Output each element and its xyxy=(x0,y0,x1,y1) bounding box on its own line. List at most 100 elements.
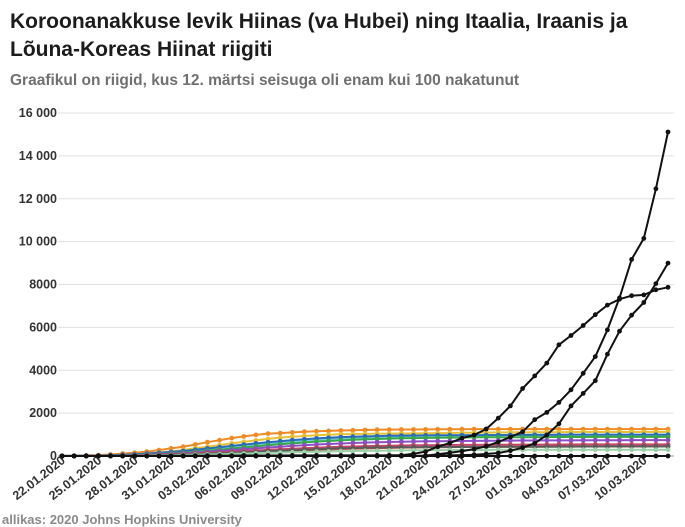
series-14-point xyxy=(471,432,477,438)
series-13-point xyxy=(665,260,671,266)
series-14-point xyxy=(253,453,259,458)
series-10-point xyxy=(556,447,562,453)
series-10-point xyxy=(386,448,392,453)
series-13-point xyxy=(544,432,550,438)
chart-subtitle: Graafikul on riigid, kus 12. märtsi seis… xyxy=(10,72,520,89)
series-11-point xyxy=(653,453,659,459)
series-1-point xyxy=(265,431,271,436)
series-10-point xyxy=(568,447,574,453)
series-14-point xyxy=(96,453,101,459)
series-11-point xyxy=(629,453,634,459)
y-tick-label: 8000 xyxy=(29,278,57,292)
series-11-point xyxy=(532,453,538,459)
series-14-point xyxy=(411,451,416,457)
series-5-point xyxy=(447,435,453,440)
series-14-point xyxy=(532,373,538,379)
series-1-point xyxy=(277,430,283,436)
series-10-point xyxy=(435,447,441,453)
series-1-point xyxy=(495,426,501,432)
series-1-point xyxy=(411,427,416,432)
series-5-point xyxy=(532,434,538,440)
series-14-point xyxy=(229,453,235,458)
series-2-point xyxy=(265,436,271,442)
series-4-point xyxy=(338,434,344,440)
series-6-point xyxy=(374,439,380,445)
series-14-point xyxy=(132,453,138,459)
series-12-point xyxy=(665,129,671,135)
series-12-point xyxy=(556,400,562,405)
series-1-point xyxy=(314,428,319,434)
series-14-point xyxy=(302,453,307,458)
series-13-point xyxy=(641,300,647,305)
series-13-point xyxy=(447,453,453,458)
series-11-point xyxy=(641,453,647,459)
series-6-point xyxy=(399,439,404,445)
series-1-point xyxy=(447,426,453,432)
series-6-point xyxy=(471,438,477,444)
series-6-point xyxy=(605,437,610,443)
y-tick-label: 16 000 xyxy=(19,106,57,120)
series-1-point xyxy=(423,427,428,432)
series-14-point xyxy=(265,453,271,458)
series-9-point xyxy=(653,444,659,449)
series-14-point xyxy=(592,312,598,318)
series-10-point xyxy=(580,447,586,453)
series-12-point xyxy=(495,439,501,445)
series-14-point xyxy=(338,453,344,458)
series-14-point xyxy=(386,452,392,458)
series-14-point xyxy=(108,453,113,459)
series-14-point xyxy=(483,426,489,432)
series-6-point xyxy=(617,437,622,443)
series-10-point xyxy=(592,447,598,453)
series-10-point xyxy=(362,448,368,454)
series-12-point xyxy=(471,446,477,452)
series-10-point xyxy=(374,448,380,454)
series-11-point xyxy=(520,453,525,459)
series-13-point xyxy=(435,453,441,458)
series-1-point xyxy=(326,428,331,434)
series-1-point xyxy=(229,435,235,441)
chart-title: Koroonanakkuse levik Hiinas (va Hubei) n… xyxy=(10,10,628,61)
series-10-point xyxy=(617,447,622,453)
series-14-point xyxy=(362,453,368,458)
series-1-point xyxy=(289,430,295,435)
series-11-point xyxy=(508,453,513,459)
series-11-point xyxy=(580,453,586,459)
series-1-point xyxy=(399,427,404,432)
series-14-point xyxy=(617,296,622,302)
series-14-point xyxy=(423,449,428,454)
series-10-point xyxy=(605,447,610,453)
series-14-point xyxy=(653,287,659,293)
series-14-point xyxy=(447,440,453,446)
series-5-point xyxy=(423,435,428,441)
series-14-point xyxy=(495,415,501,421)
series-1-point xyxy=(217,437,223,443)
series-14-point xyxy=(605,302,610,308)
series-13-point xyxy=(471,452,477,458)
series-13-point xyxy=(423,453,428,459)
series-11-point xyxy=(556,453,562,459)
series-6-point xyxy=(508,438,513,443)
series-12-point xyxy=(544,410,550,415)
series-line-13 xyxy=(62,262,669,457)
series-10-point xyxy=(665,447,671,453)
series-6-point xyxy=(629,437,634,443)
series-5-point xyxy=(435,435,441,441)
series-11-point xyxy=(568,453,574,459)
series-1-point xyxy=(471,426,477,432)
series-14-point xyxy=(192,453,198,459)
series-1-point xyxy=(386,427,392,432)
series-5-point xyxy=(495,434,501,440)
series-13-point xyxy=(592,378,598,384)
series-9-point xyxy=(629,444,634,449)
series-5-point xyxy=(617,434,622,440)
series-14-point xyxy=(289,453,295,458)
series-6-point xyxy=(556,438,562,443)
series-1-point xyxy=(374,427,380,433)
series-13-point xyxy=(568,403,574,409)
series-14-point xyxy=(241,453,247,458)
series-10-point xyxy=(532,447,538,453)
series-6-point xyxy=(423,438,428,444)
series-13-point xyxy=(483,451,489,457)
